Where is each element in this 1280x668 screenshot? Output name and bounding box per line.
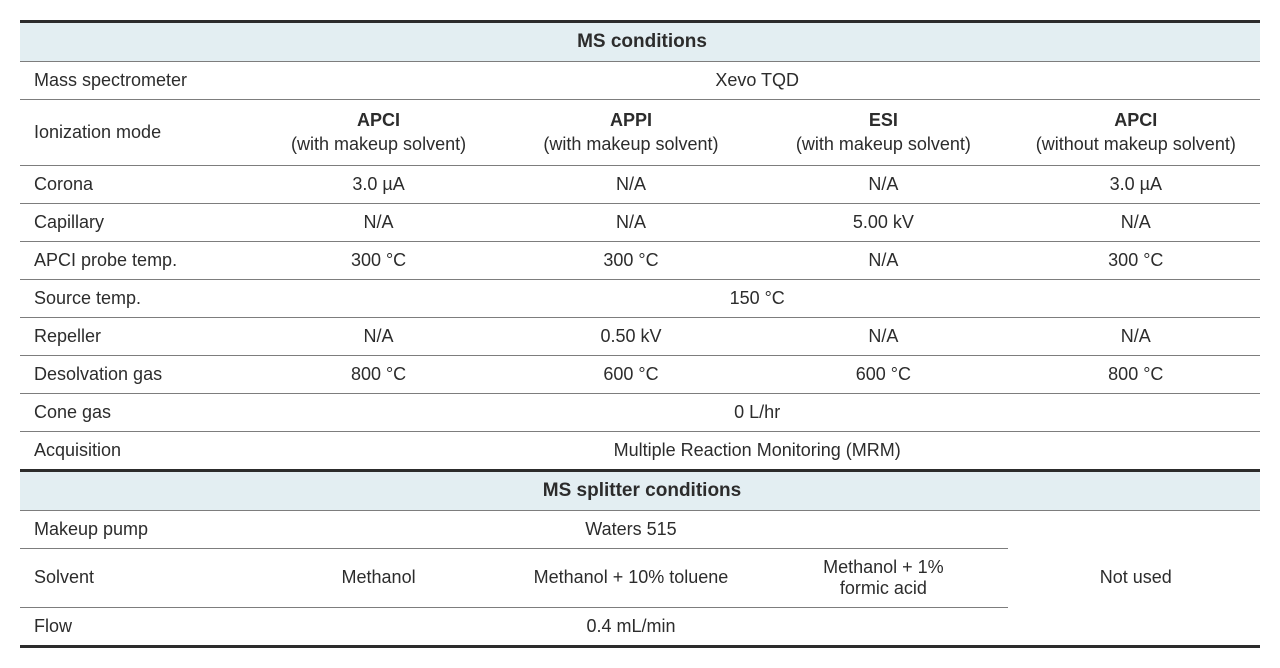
cell: N/A (250, 203, 502, 241)
cell: N/A (755, 241, 1007, 279)
value-source-temp: 150 °C (250, 279, 1260, 317)
mode-col-2: ESI (with makeup solvent) (755, 100, 1007, 166)
value-makeup-pump: Waters 515 (250, 510, 1007, 548)
value-not-used: Not used (1008, 510, 1260, 646)
row-ion-mode: Ionization mode APCI (with makeup solven… (20, 100, 1260, 166)
label-apci-temp: APCI probe temp. (20, 241, 250, 279)
cell: Methanol + 10% toluene (503, 548, 755, 607)
cell: 600 °C (503, 355, 755, 393)
cell: Methanol + 1% formic acid (755, 548, 1007, 607)
value-cone-gas: 0 L/hr (250, 393, 1260, 431)
mode-col-0: APCI (with makeup solvent) (250, 100, 502, 166)
row-repeller: Repeller N/A 0.50 kV N/A N/A (20, 317, 1260, 355)
cell: N/A (1008, 317, 1260, 355)
cell: 3.0 µA (250, 165, 502, 203)
section2-title: MS splitter conditions (20, 470, 1260, 510)
row-cone-gas: Cone gas 0 L/hr (20, 393, 1260, 431)
row-apci-temp: APCI probe temp. 300 °C 300 °C N/A 300 °… (20, 241, 1260, 279)
label-solvent: Solvent (20, 548, 250, 607)
row-capillary: Capillary N/A N/A 5.00 kV N/A (20, 203, 1260, 241)
row-makeup-pump: Makeup pump Waters 515 Not used (20, 510, 1260, 548)
label-flow: Flow (20, 607, 250, 646)
label-mass-spec: Mass spectrometer (20, 62, 250, 100)
cell: 600 °C (755, 355, 1007, 393)
cell: 800 °C (250, 355, 502, 393)
cell: N/A (1008, 203, 1260, 241)
label-desolv: Desolvation gas (20, 355, 250, 393)
cell: 5.00 kV (755, 203, 1007, 241)
mode-col-3: APCI (without makeup solvent) (1008, 100, 1260, 166)
value-flow: 0.4 mL/min (250, 607, 1007, 646)
label-repeller: Repeller (20, 317, 250, 355)
cell: 300 °C (1008, 241, 1260, 279)
cell: N/A (503, 165, 755, 203)
label-cone-gas: Cone gas (20, 393, 250, 431)
row-acquisition: Acquisition Multiple Reaction Monitoring… (20, 431, 1260, 470)
ms-conditions-table: MS conditions Mass spectrometer Xevo TQD… (20, 20, 1260, 648)
row-desolv: Desolvation gas 800 °C 600 °C 600 °C 800… (20, 355, 1260, 393)
label-corona: Corona (20, 165, 250, 203)
cell: 3.0 µA (1008, 165, 1260, 203)
value-acquisition: Multiple Reaction Monitoring (MRM) (250, 431, 1260, 470)
label-makeup-pump: Makeup pump (20, 510, 250, 548)
cell: Methanol (250, 548, 502, 607)
cell: 800 °C (1008, 355, 1260, 393)
value-mass-spec: Xevo TQD (250, 62, 1260, 100)
cell: N/A (755, 165, 1007, 203)
label-acquisition: Acquisition (20, 431, 250, 470)
row-source-temp: Source temp. 150 °C (20, 279, 1260, 317)
label-source-temp: Source temp. (20, 279, 250, 317)
cell: 0.50 kV (503, 317, 755, 355)
section2-header: MS splitter conditions (20, 470, 1260, 510)
cell: 300 °C (503, 241, 755, 279)
label-ion-mode: Ionization mode (20, 100, 250, 166)
section1-title: MS conditions (20, 22, 1260, 62)
cell: N/A (755, 317, 1007, 355)
mode-col-1: APPI (with makeup solvent) (503, 100, 755, 166)
row-mass-spec: Mass spectrometer Xevo TQD (20, 62, 1260, 100)
cell: N/A (503, 203, 755, 241)
cell: 300 °C (250, 241, 502, 279)
row-corona: Corona 3.0 µA N/A N/A 3.0 µA (20, 165, 1260, 203)
label-capillary: Capillary (20, 203, 250, 241)
cell: N/A (250, 317, 502, 355)
section1-header: MS conditions (20, 22, 1260, 62)
